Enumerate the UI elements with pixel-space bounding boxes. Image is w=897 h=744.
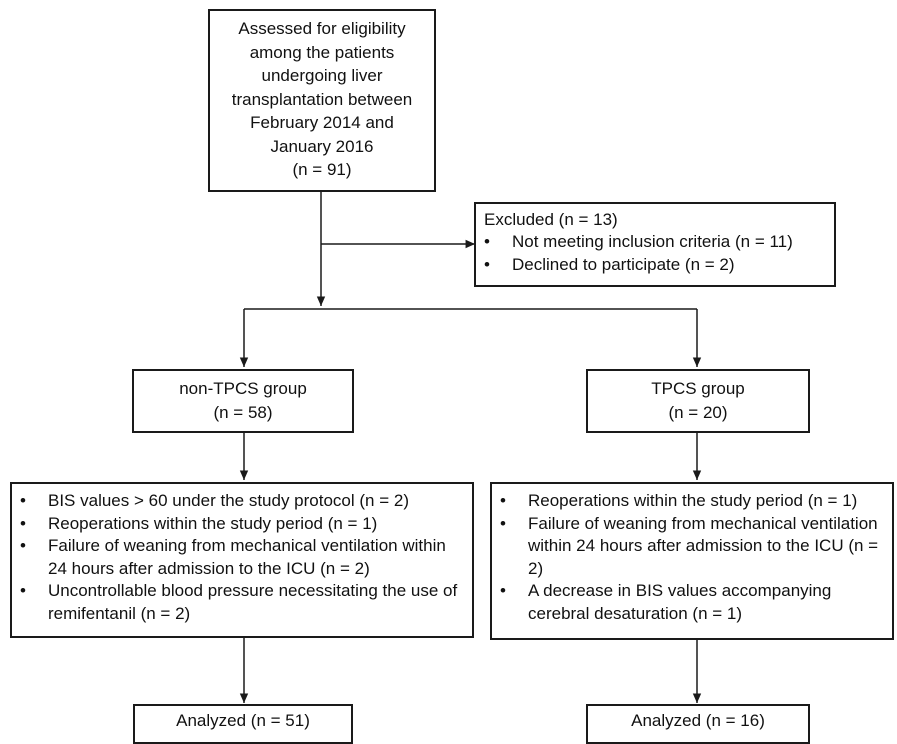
enrollment-line: among the patients	[249, 42, 395, 62]
enrollment-line: February 2014 and	[250, 113, 394, 132]
non-tpcs-analyzed-label: Analyzed (n = 51)	[176, 711, 310, 730]
excluded-title: Excluded (n = 13)	[484, 210, 618, 229]
flow-connectors	[239, 192, 702, 703]
enrollment-line: January 2016	[270, 136, 374, 156]
tpcs-exclusion-list: Reoperations within the study period (n …	[500, 490, 882, 625]
tpcs-exclusion-item: Failure of weaning from mechanical venti…	[500, 513, 882, 581]
tpcs-group-count: (n = 20)	[668, 402, 728, 422]
tpcs-exclusion-item: Reoperations within the study period (n …	[500, 490, 882, 513]
tpcs-analyzed-box: Analyzed (n = 16)	[586, 704, 810, 744]
tpcs-exclusion-box: Reoperations within the study period (n …	[490, 482, 894, 640]
enrollment-line: undergoing liver	[261, 66, 383, 85]
tpcs-exclusion-item: A decrease in BIS values accompanying ce…	[500, 580, 882, 625]
non-tpcs-exclusion-box: BIS values > 60 under the study protocol…	[10, 482, 474, 638]
non-tpcs-exclusion-item: BIS values > 60 under the study protocol…	[20, 490, 458, 513]
non-tpcs-group-name: non-TPCS group	[179, 379, 307, 398]
non-tpcs-exclusion-item: Failure of weaning from mechanical venti…	[20, 535, 458, 580]
excluded-box: Excluded (n = 13) Not meeting inclusion …	[474, 202, 836, 287]
non-tpcs-exclusion-item: Uncontrollable blood pressure necessitat…	[20, 580, 458, 625]
tpcs-group-name: TPCS group	[651, 379, 745, 398]
non-tpcs-exclusion-list: BIS values > 60 under the study protocol…	[20, 490, 458, 625]
non-tpcs-exclusion-item: Reoperations within the study period (n …	[20, 513, 458, 536]
excluded-item: Declined to participate (n = 2)	[484, 254, 826, 277]
enrollment-box: Assessed for eligibility among the patie…	[208, 9, 436, 192]
excluded-item: Not meeting inclusion criteria (n = 11)	[484, 231, 826, 254]
enrollment-line: Assessed for eligibility	[238, 19, 406, 38]
non-tpcs-analyzed-box: Analyzed (n = 51)	[133, 704, 353, 744]
tpcs-analyzed-label: Analyzed (n = 16)	[631, 711, 765, 730]
non-tpcs-group-box: non-TPCS group (n = 58)	[132, 369, 354, 433]
enrollment-count: (n = 91)	[292, 160, 352, 179]
non-tpcs-group-count: (n = 58)	[213, 402, 273, 422]
tpcs-group-box: TPCS group (n = 20)	[586, 369, 810, 433]
enrollment-line: transplantation between	[231, 89, 413, 109]
excluded-list: Not meeting inclusion criteria (n = 11) …	[484, 231, 826, 276]
